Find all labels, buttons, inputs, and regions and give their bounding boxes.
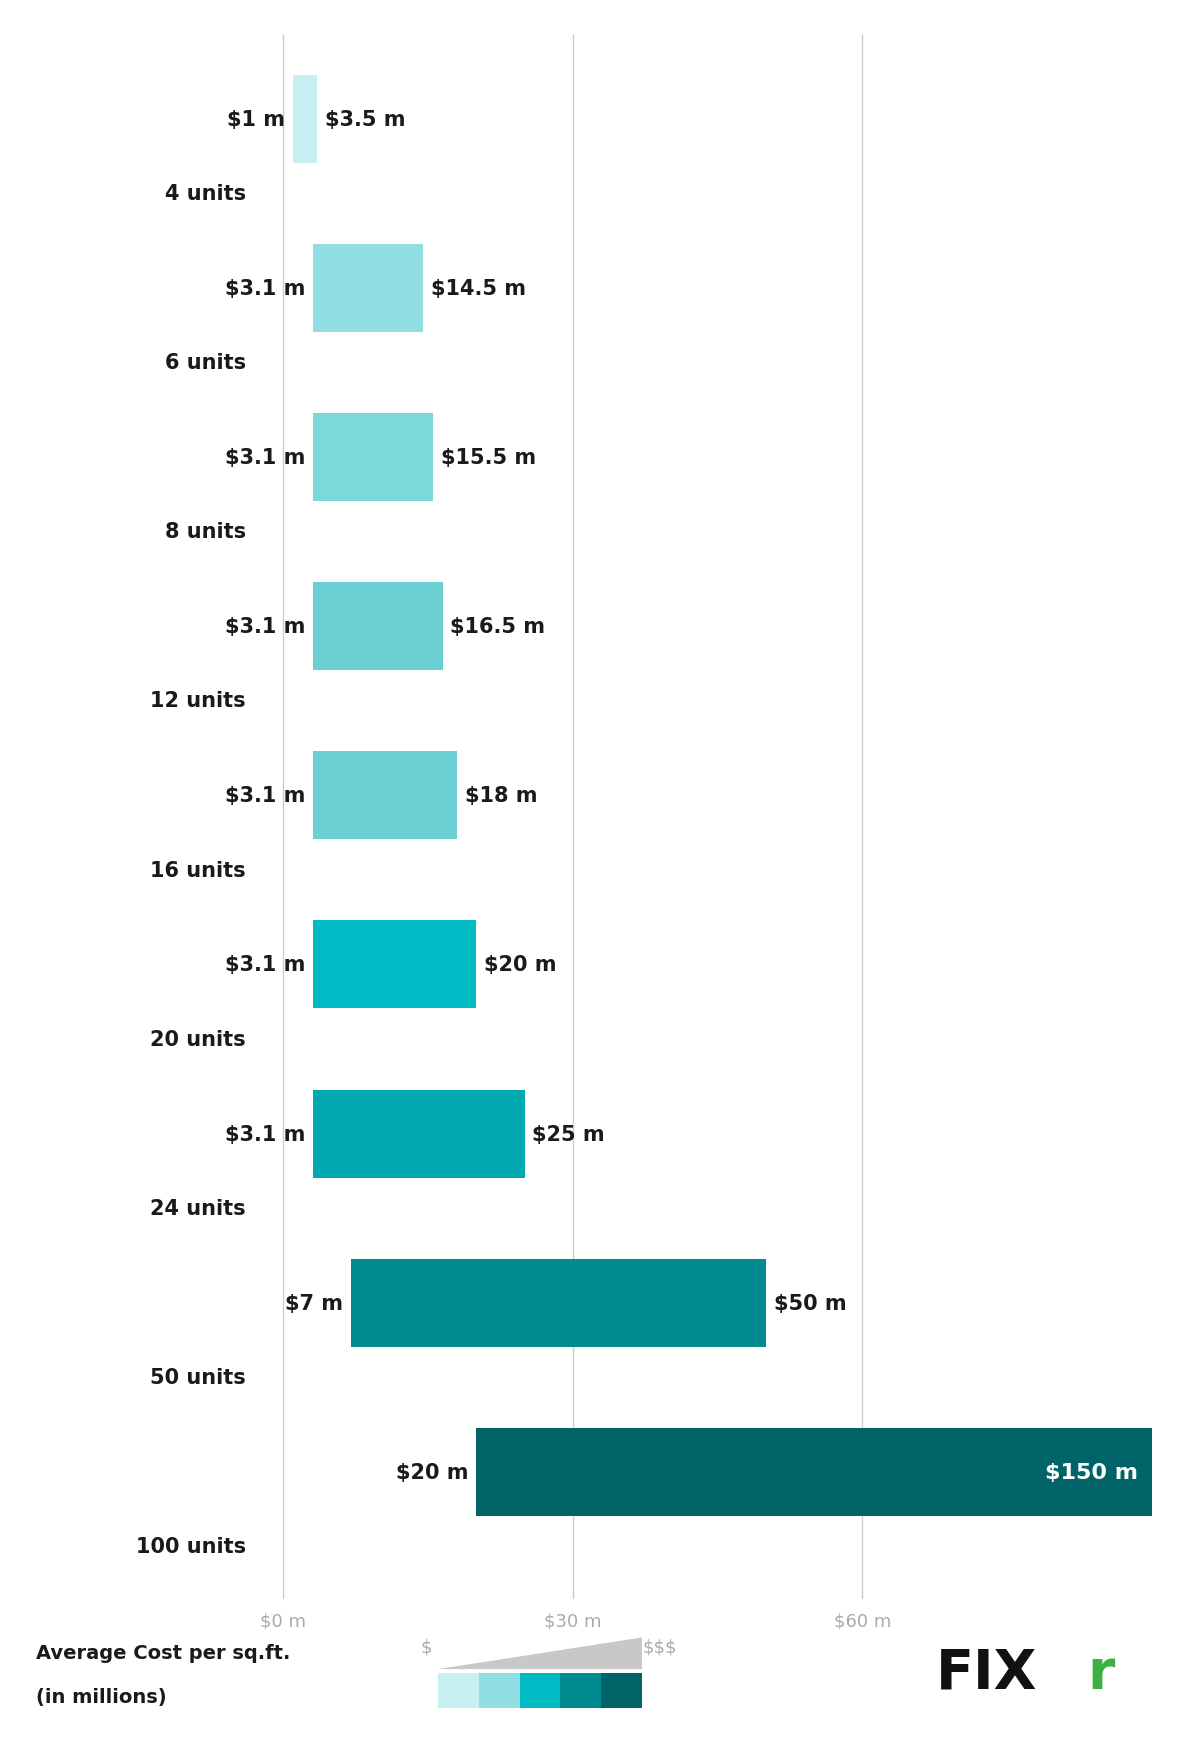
Bar	[313, 244, 424, 332]
Bar	[313, 583, 443, 671]
Text: 12 units: 12 units	[150, 691, 246, 712]
Text: 6 units: 6 units	[164, 353, 246, 372]
Bar	[293, 76, 317, 163]
Bar	[313, 415, 433, 503]
Text: $1 m: $1 m	[227, 109, 286, 130]
Text: (in millions): (in millions)	[36, 1687, 167, 1706]
Text: $18 m: $18 m	[464, 785, 538, 806]
Text: $$$: $$$	[642, 1638, 677, 1655]
Text: $25 m: $25 m	[533, 1124, 605, 1144]
Text: 20 units: 20 units	[150, 1030, 246, 1049]
Text: $3.1 m: $3.1 m	[226, 956, 306, 975]
Text: 24 units: 24 units	[150, 1198, 246, 1218]
Text: FIX: FIX	[936, 1646, 1037, 1699]
Text: $3.1 m: $3.1 m	[226, 279, 306, 299]
Text: $15.5 m: $15.5 m	[440, 448, 535, 467]
Text: $20 m: $20 m	[484, 956, 557, 975]
Text: $3.1 m: $3.1 m	[226, 1124, 306, 1144]
Text: $3.1 m: $3.1 m	[226, 785, 306, 806]
Text: 100 units: 100 units	[136, 1536, 246, 1557]
Text: $3.1 m: $3.1 m	[226, 448, 306, 467]
Text: 50 units: 50 units	[150, 1367, 246, 1388]
Text: $14.5 m: $14.5 m	[431, 279, 526, 299]
Bar	[476, 1428, 1152, 1516]
Text: Average Cost per sq.ft.: Average Cost per sq.ft.	[36, 1643, 290, 1662]
Bar	[313, 752, 457, 840]
Text: $150 m: $150 m	[1044, 1462, 1138, 1483]
Text: $: $	[420, 1638, 432, 1655]
Text: 8 units: 8 units	[164, 522, 246, 541]
Text: $50 m: $50 m	[774, 1293, 846, 1312]
Text: $16.5 m: $16.5 m	[450, 617, 545, 636]
Text: $3.1 m: $3.1 m	[226, 617, 306, 636]
Bar	[350, 1260, 766, 1348]
Text: $7 m: $7 m	[286, 1293, 343, 1312]
Text: $3.5 m: $3.5 m	[325, 109, 406, 130]
Bar	[313, 1089, 524, 1177]
Bar	[313, 921, 476, 1009]
Text: 16 units: 16 units	[150, 861, 246, 880]
Text: $20 m: $20 m	[396, 1462, 469, 1483]
Text: r: r	[1087, 1646, 1115, 1699]
Text: 4 units: 4 units	[164, 184, 246, 204]
